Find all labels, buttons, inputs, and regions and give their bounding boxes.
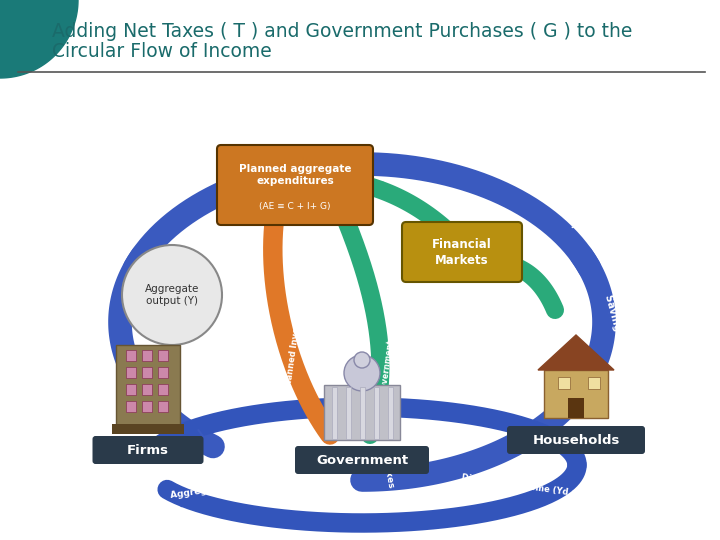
Bar (558, 377, 570, 389)
Bar (360, 387, 365, 439)
Text: Circular Flow of Income: Circular Flow of Income (52, 42, 271, 61)
Text: Aggregate
output (Y): Aggregate output (Y) (145, 284, 199, 306)
Text: Government purchases (G): Government purchases (G) (379, 274, 405, 396)
Circle shape (344, 355, 380, 391)
Polygon shape (538, 335, 614, 370)
Text: Planned Investment (I): Planned Investment (I) (284, 280, 308, 389)
Text: Saving (S): Saving (S) (603, 293, 627, 351)
Text: Aggregate income (Y): Aggregate income (Y) (169, 476, 281, 500)
Text: Firms: Firms (127, 443, 169, 456)
Bar (126, 401, 136, 412)
Bar (332, 387, 337, 439)
Text: Disposable income (Yd ≡ Y-T): Disposable income (Yd ≡ Y-T) (462, 473, 598, 501)
Bar (374, 387, 379, 439)
Text: Government: Government (316, 454, 408, 467)
Text: Financial
Markets: Financial Markets (432, 238, 492, 267)
Bar (158, 350, 168, 361)
Bar (568, 398, 584, 418)
FancyBboxPatch shape (92, 436, 204, 464)
Bar (126, 367, 136, 378)
Circle shape (354, 352, 370, 368)
FancyBboxPatch shape (116, 345, 180, 425)
Bar (112, 424, 184, 434)
Text: Planned aggregate
expenditures: Planned aggregate expenditures (239, 164, 351, 186)
Bar (142, 384, 152, 395)
Bar (158, 367, 168, 378)
Text: Adding Net Taxes ( T ) and Government Purchases ( G ) to the: Adding Net Taxes ( T ) and Government Pu… (52, 22, 632, 41)
Text: (AE ≡ C + I+ G): (AE ≡ C + I+ G) (259, 202, 330, 212)
Bar (126, 384, 136, 395)
FancyBboxPatch shape (507, 426, 645, 454)
FancyBboxPatch shape (324, 385, 400, 440)
Bar (544, 370, 608, 418)
Text: Households: Households (532, 434, 620, 447)
Text: Net taxes (T): Net taxes (T) (378, 438, 398, 505)
Bar (142, 350, 152, 361)
FancyBboxPatch shape (402, 222, 522, 282)
Bar (346, 387, 351, 439)
Bar (142, 367, 152, 378)
Bar (158, 401, 168, 412)
FancyBboxPatch shape (217, 145, 373, 225)
FancyBboxPatch shape (295, 446, 429, 474)
Polygon shape (0, 0, 78, 78)
Text: Consumption (C): Consumption (C) (516, 151, 580, 230)
Bar (158, 384, 168, 395)
Bar (588, 377, 600, 389)
Bar (142, 401, 152, 412)
Circle shape (122, 245, 222, 345)
Bar (126, 350, 136, 361)
Bar (388, 387, 393, 439)
